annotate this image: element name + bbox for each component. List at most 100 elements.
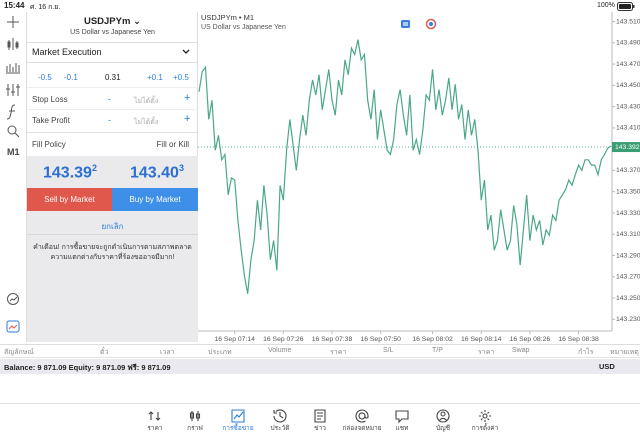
stop-loss-minus[interactable]: -	[108, 94, 111, 104]
column-header[interactable]: สัญลักษณ์	[4, 349, 34, 356]
y-tick-label: 143.430	[616, 103, 640, 110]
column-header[interactable]: T/P	[432, 347, 443, 354]
tab-glyph	[189, 411, 201, 421]
x-tick-label: 16 Sep 07:38	[312, 336, 353, 343]
tab-icon	[479, 410, 491, 422]
y-tick-label: 143.410	[616, 125, 640, 132]
symbol-description: US Dollar vs Japanese Yen	[70, 29, 155, 36]
stop-loss-value[interactable]: ไม่ได้ตั้ง	[134, 98, 159, 105]
sell-price-main: 143.39	[43, 164, 92, 182]
symbol-title[interactable]: USDJPYm ⌄	[83, 16, 142, 27]
tab-icon	[189, 411, 201, 421]
column-header[interactable]: กำไร	[578, 349, 594, 356]
toolbar-icons[interactable]	[4, 14, 22, 334]
volume-step[interactable]: -0.5	[38, 73, 52, 82]
divider	[27, 132, 198, 133]
take-profit-minus[interactable]: -	[108, 115, 111, 125]
buy-price-main: 143.40	[130, 164, 179, 182]
fill-policy-value[interactable]: Fill or Kill	[156, 140, 189, 149]
take-profit-value[interactable]: ไม่ได้ตั้ง	[134, 119, 159, 126]
tab-bar-border	[0, 403, 640, 404]
tab-icon	[436, 409, 450, 423]
divider	[27, 87, 198, 88]
tab-glyph	[355, 409, 369, 423]
take-profit-plus[interactable]: +	[184, 113, 191, 125]
chart-subtitle: US Dollar vs Japanese Yen	[201, 24, 286, 31]
tab-label[interactable]: กล่องจดหมาย	[342, 425, 382, 432]
y-tick-label: 143.350	[616, 189, 640, 196]
volume-value[interactable]: 0.31	[105, 73, 121, 82]
tab-glyph	[273, 409, 287, 423]
chart[interactable]: USDJPYm • M1 US Dollar vs Japanese Yen 1…	[198, 12, 640, 345]
balance-text: Balance: 9 871.09 Equity: 9 871.09 ฟรี: …	[4, 363, 171, 372]
battery-text: 100%	[597, 2, 615, 9]
y-tick-label: 143.470	[616, 61, 640, 68]
tab-label[interactable]: แชท	[395, 425, 409, 432]
tab-label[interactable]: ประวัติ	[270, 425, 290, 432]
column-header[interactable]: ราคา	[330, 349, 347, 356]
tab-icon	[273, 409, 287, 423]
x-tick-label: 16 Sep 08:14	[461, 336, 502, 343]
column-header[interactable]: Swap	[512, 347, 530, 354]
timeframe[interactable]: M1	[7, 147, 20, 157]
column-header[interactable]: หมายเหตุ	[610, 349, 639, 356]
status-date: ศ. 16 ก.ย.	[30, 4, 61, 11]
current-price-box	[612, 142, 640, 153]
y-tick-label: 143.270	[616, 274, 640, 281]
buy-price: 143.403	[130, 163, 184, 182]
column-header[interactable]: Volume	[268, 347, 292, 354]
balance-row	[0, 359, 640, 374]
y-tick-label: 143.250	[616, 295, 640, 302]
divider	[27, 234, 198, 235]
column-header[interactable]: S/L	[383, 347, 394, 354]
column-header[interactable]: เวลา	[160, 349, 175, 356]
column-header[interactable]: ตั๋ว	[100, 349, 109, 356]
tab-icon	[231, 409, 245, 423]
chart-button[interactable]	[425, 18, 437, 30]
tab-label[interactable]: ราคา	[147, 425, 163, 432]
tab-label[interactable]: การซื้อขาย	[222, 425, 254, 432]
current-price-label: 143.392	[615, 144, 640, 151]
y-tick-label: 143.230	[616, 316, 640, 323]
x-tick-label: 16 Sep 08:38	[558, 336, 599, 343]
tab-label[interactable]: กราฟ	[187, 425, 203, 432]
chart-title: USDJPYm • M1	[201, 13, 254, 22]
status-time: 15:44	[4, 1, 25, 10]
table-header	[0, 344, 640, 358]
buy-button[interactable]: Buy by Market	[112, 188, 198, 211]
x-tick-label: 16 Sep 08:02	[412, 336, 453, 343]
tab-label[interactable]: บัญชี	[435, 425, 451, 432]
tab-label[interactable]: การตั้งค่า	[471, 425, 499, 432]
sell-button[interactable]: Sell by Market	[27, 188, 112, 211]
tab-label[interactable]: ข่าว	[314, 425, 326, 432]
x-tick-label: 16 Sep 07:14	[214, 336, 255, 343]
tab-glyph	[395, 410, 409, 424]
order-panel: USDJPYm ⌄ US Dollar vs Japanese Yen Mark…	[27, 12, 198, 342]
y-tick-label: 143.330	[616, 210, 640, 217]
volume-step[interactable]: +0.5	[173, 73, 189, 82]
tab-glyph	[231, 409, 245, 423]
tab-icon	[395, 410, 409, 424]
cancel-button[interactable]: ยกเลิก	[101, 222, 124, 231]
sell-price-small: 2	[91, 163, 97, 173]
y-tick-label: 143.490	[616, 40, 640, 47]
chevron	[182, 49, 190, 54]
volume-step[interactable]: +0.1	[147, 73, 163, 82]
take-profit-label: Take Profit	[32, 116, 70, 125]
y-tick-label: 143.290	[616, 252, 640, 259]
column-header[interactable]: ประเภท	[208, 349, 232, 356]
tab-icons	[148, 409, 491, 424]
column-header[interactable]: ราคา	[478, 349, 495, 356]
tab-icon	[314, 409, 326, 423]
sell-price: 143.392	[43, 163, 97, 182]
tab-glyph	[479, 410, 491, 422]
order-type-box[interactable]	[27, 42, 198, 63]
stop-loss-plus[interactable]: +	[184, 92, 191, 104]
x-tick-label: 16 Sep 08:26	[510, 336, 551, 343]
tab-icon	[355, 409, 369, 423]
toolbar-divider	[26, 12, 27, 342]
tab-glyph	[436, 409, 450, 423]
volume-step[interactable]: -0.1	[64, 73, 78, 82]
price-line	[198, 39, 612, 294]
price-area	[27, 156, 198, 342]
